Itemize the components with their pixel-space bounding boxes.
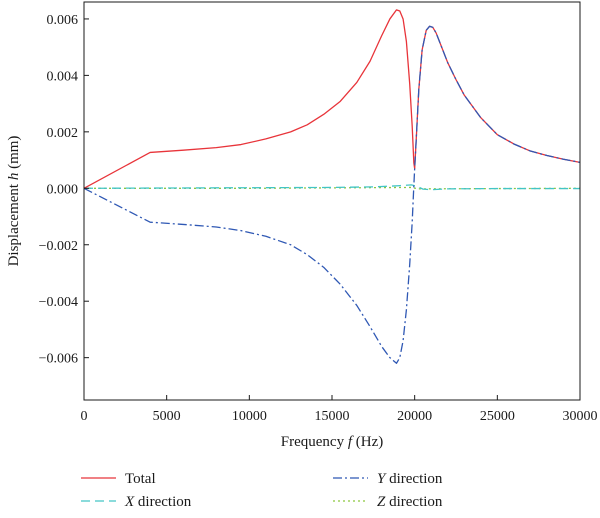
x-tick-label: 10000 [232,409,267,424]
series-line-total [83,9,581,189]
y-tick-label: 0.002 [47,126,79,141]
x-tick-label: 30000 [563,409,598,424]
legend-label: Y direction [377,471,443,487]
y-tick-label: 0.006 [47,13,79,28]
x-axis-ticks: 0 5000 10000 15000 20000 25000 30000 [81,395,598,424]
y-tick-label: −0.004 [39,295,78,310]
y-tick-label: 0.004 [47,69,79,84]
y-axis-label-prefix: Displacement [6,180,22,266]
y-axis-label-var: h [6,173,22,181]
legend-label-text: direction [385,494,443,510]
y-axis-label-suffix: (mm) [6,136,22,173]
legend-label-var: Z [377,494,386,510]
legend-label: X direction [124,494,192,510]
x-tick-label: 20000 [397,409,432,424]
x-tick-label: 5000 [153,409,181,424]
x-axis-label-var: f [348,434,354,450]
x-axis-label: Frequency f (Hz) [281,434,383,450]
legend-label-text: direction [385,471,443,487]
series-line-z-direction [84,186,581,190]
plot-frame [83,1,581,401]
y-tick-label: −0.006 [39,352,78,367]
x-axis-label-suffix: (Hz) [352,434,383,450]
x-tick-label: 25000 [480,409,515,424]
y-axis-ticks: −0.006 −0.004 −0.002 0.000 0.002 0.004 0.006 [39,13,89,367]
y-tick-label: 0.000 [47,182,79,197]
y-axis-label: Displacement h (mm) [6,136,22,267]
legend-label-text: direction [134,494,192,510]
series-line-x-direction [83,184,580,191]
x-axis-label-prefix: Frequency [281,434,348,450]
x-tick-label: 15000 [315,409,350,424]
plot-marks [83,9,581,364]
series-line-y-direction [83,25,581,364]
x-tick-label: 0 [81,409,88,424]
legend-label-var: Y [377,471,387,487]
legend-label: Z direction [377,494,443,510]
legend-label: Total [125,471,156,487]
y-tick-label: −0.002 [39,239,78,254]
legend-label-text: Total [125,471,156,487]
legend-label-var: X [124,494,135,510]
